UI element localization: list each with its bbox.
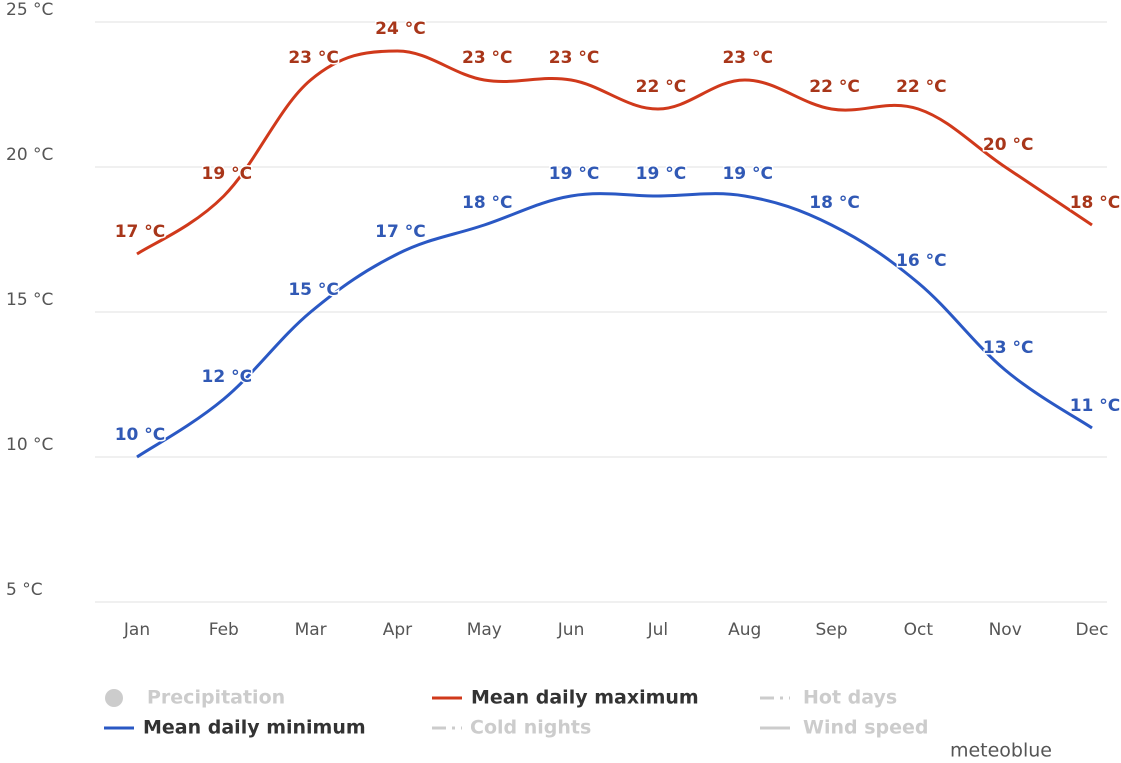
data-label: 23 °C [549, 48, 600, 68]
data-label: 17 °C [115, 222, 166, 242]
data-label: 19 °C [722, 164, 773, 184]
data-label: 12 °C [202, 367, 253, 387]
data-label: 23 °C [288, 48, 339, 68]
data-label: 17 °C [375, 222, 426, 242]
legend-swatch [105, 689, 123, 707]
data-label: 15 °C [288, 280, 339, 300]
data-label: 23 °C [722, 48, 773, 68]
y-tick-label: 25 °C [6, 0, 53, 20]
x-tick-label: Nov [989, 620, 1022, 640]
data-label: 18 °C [462, 193, 513, 213]
series-line [136, 192, 1093, 459]
legend-label: Wind speed [803, 717, 929, 739]
x-tick-label: Oct [904, 620, 934, 640]
legend-label: Cold nights [470, 717, 591, 739]
y-tick-label: 10 °C [6, 435, 53, 455]
data-label: 22 °C [896, 77, 947, 97]
data-label: 19 °C [636, 164, 687, 184]
legend-label: Hot days [803, 687, 897, 709]
y-tick-label: 20 °C [6, 145, 53, 165]
legend-label: Precipitation [147, 687, 285, 709]
data-label: 23 °C [462, 48, 513, 68]
x-tick-label: Jul [647, 620, 669, 640]
credit: meteoblue [950, 740, 1052, 762]
x-tick-label: Aug [728, 620, 761, 640]
data-label: 11 °C [1070, 396, 1121, 416]
x-tick-label: Apr [383, 620, 412, 640]
data-label: 24 °C [375, 19, 426, 39]
data-label: 20 °C [983, 135, 1034, 155]
x-tick-label: Jun [557, 620, 585, 640]
y-tick-label: 15 °C [6, 290, 53, 310]
x-tick-label: Jan [123, 620, 150, 640]
data-label: 19 °C [549, 164, 600, 184]
data-label: 16 °C [896, 251, 947, 271]
legend-label: Mean daily minimum [143, 717, 366, 739]
data-label: 22 °C [809, 77, 860, 97]
y-tick-label: 5 °C [6, 580, 43, 600]
x-tick-label: Feb [209, 620, 239, 640]
data-label: 13 °C [983, 338, 1034, 358]
x-tick-label: Mar [295, 620, 327, 640]
legend-label: Mean daily maximum [471, 687, 699, 709]
data-label: 19 °C [202, 164, 253, 184]
x-tick-label: Sep [816, 620, 848, 640]
data-label: 18 °C [1070, 193, 1121, 213]
series-line [136, 49, 1093, 256]
data-label: 10 °C [115, 425, 166, 445]
x-tick-label: May [467, 620, 502, 640]
data-label: 22 °C [636, 77, 687, 97]
x-tick-label: Dec [1076, 620, 1109, 640]
data-label: 18 °C [809, 193, 860, 213]
